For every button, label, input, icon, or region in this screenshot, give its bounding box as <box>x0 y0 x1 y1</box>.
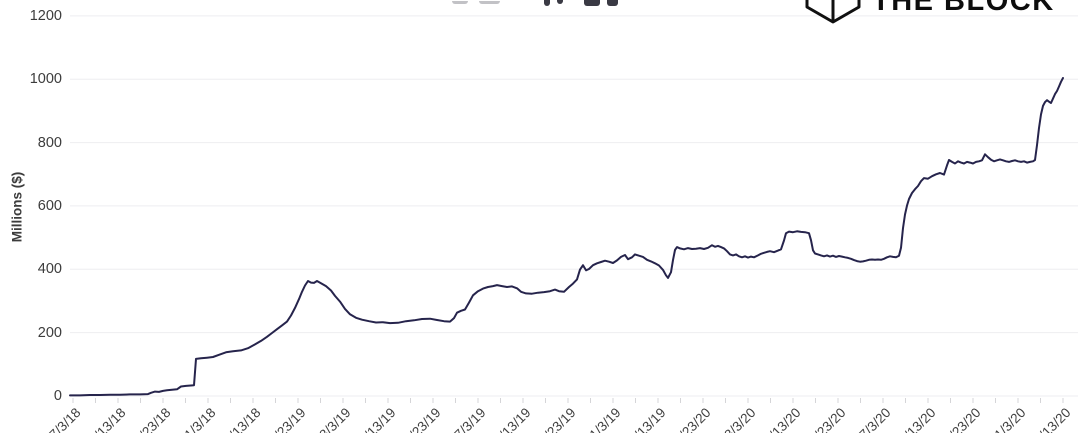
the-block-logo-text: THE BLOCK <box>872 0 1055 17</box>
title-remnant-mark <box>607 0 618 6</box>
title-remnant-mark <box>479 1 500 4</box>
y-tick-label-600: 600 <box>37 198 62 214</box>
y-tick-label-0: 0 <box>53 388 62 404</box>
the-block-cube-icon <box>805 0 861 24</box>
title-remnant-mark <box>544 0 550 6</box>
y-tick-label-1200: 1200 <box>29 8 62 24</box>
title-remnant-mark <box>452 1 468 4</box>
y-tick-label-1000: 1000 <box>29 71 62 87</box>
y-tick-label-400: 400 <box>37 261 62 277</box>
y-tick-label-200: 200 <box>37 325 62 341</box>
data-line-series <box>69 77 1064 397</box>
title-remnant-mark <box>557 0 563 4</box>
title-remnant-mark <box>584 0 600 6</box>
y-tick-label-800: 800 <box>37 135 62 151</box>
